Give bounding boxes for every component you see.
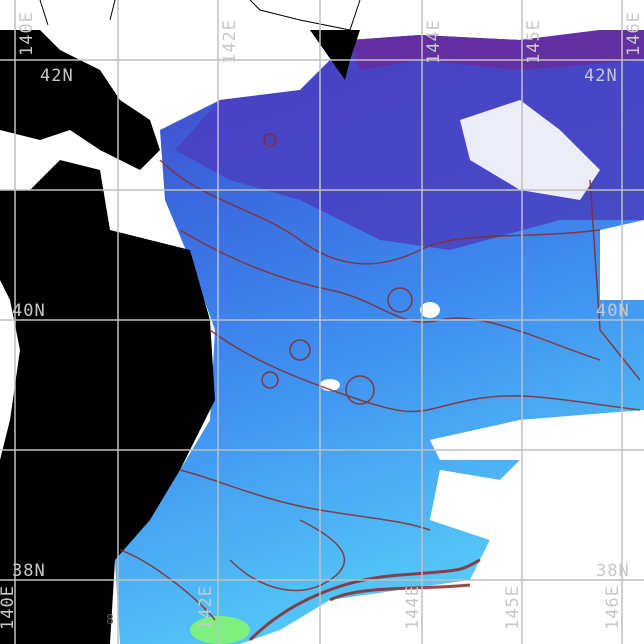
nodata-spot: [420, 302, 440, 318]
lat-label: 38N: [596, 561, 630, 581]
lon-label: 142E: [220, 19, 240, 64]
lat-label: 42N: [584, 66, 618, 86]
land-hokkaido: [0, 30, 160, 170]
lon-label: 145E: [503, 585, 523, 630]
lat-label: 38N: [12, 561, 46, 581]
nodata-patch: [460, 100, 600, 200]
lat-label: 42N: [40, 66, 74, 86]
lon-label: 140E: [0, 585, 18, 630]
lon-label: 146E: [624, 11, 644, 56]
lon-label: 144E: [403, 585, 423, 630]
lon-label: 144E: [424, 19, 444, 64]
lat-label: 40N: [12, 301, 46, 321]
lon-label: 142E: [196, 585, 216, 630]
lat-label: 40N: [596, 301, 630, 321]
contour-label: 8: [106, 613, 115, 628]
land-cape: [310, 30, 360, 80]
lon-label: 146E: [603, 585, 623, 630]
warm-region: [190, 616, 250, 644]
cold-region: [175, 30, 644, 250]
lon-label: 140E: [17, 11, 37, 56]
lon-label: 145E: [524, 19, 544, 64]
coastline: [39, 0, 361, 31]
land-honshu: [0, 160, 215, 644]
nodata-east: [330, 410, 644, 644]
